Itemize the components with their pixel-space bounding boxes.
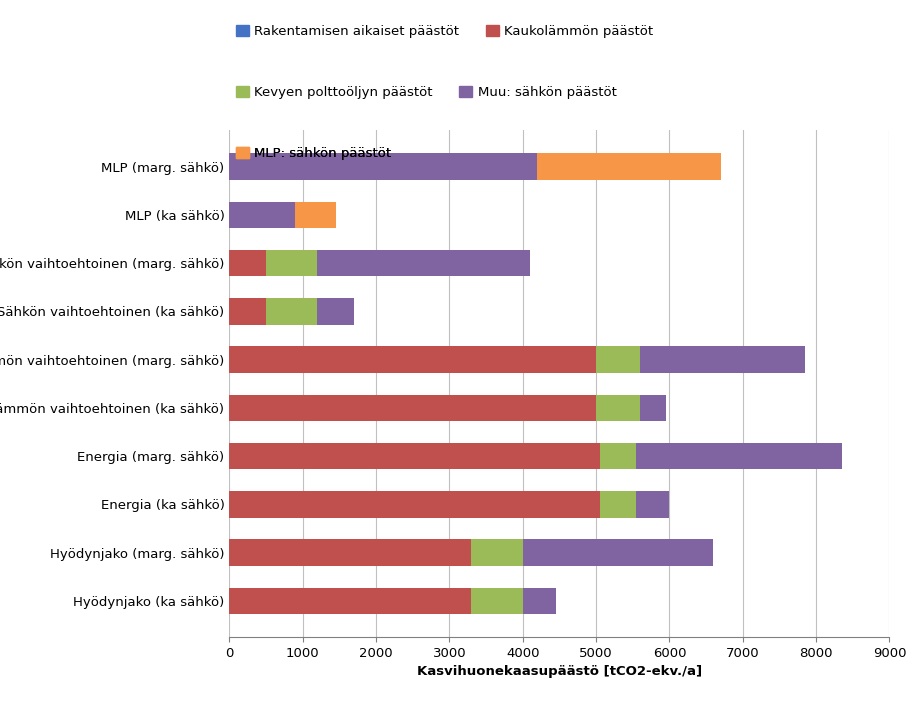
Bar	[636, 491, 669, 518]
Bar	[229, 298, 266, 324]
Bar	[317, 250, 530, 277]
Bar	[229, 250, 266, 277]
Bar	[600, 443, 636, 469]
Bar	[636, 443, 842, 469]
Bar	[229, 346, 596, 373]
Bar	[229, 491, 600, 518]
Bar	[537, 153, 721, 180]
Bar	[229, 443, 600, 469]
Bar	[229, 201, 295, 228]
Bar	[229, 153, 537, 180]
Bar	[596, 346, 640, 373]
X-axis label: Kasvihuonekaasupäästö [tCO2-ekv./a]: Kasvihuonekaasupäästö [tCO2-ekv./a]	[417, 665, 702, 678]
Bar	[295, 201, 336, 228]
Bar	[523, 539, 713, 566]
Bar	[640, 395, 666, 421]
Bar	[471, 588, 523, 614]
Bar	[471, 539, 523, 566]
Bar	[266, 298, 317, 324]
Legend: MLP: sähkön päästöt: MLP: sähkön päästöt	[236, 147, 392, 160]
Bar	[229, 539, 471, 566]
Bar	[523, 588, 556, 614]
Bar	[640, 346, 805, 373]
Bar	[229, 395, 596, 421]
Bar	[229, 588, 471, 614]
Bar	[317, 298, 354, 324]
Bar	[266, 250, 317, 277]
Bar	[600, 491, 636, 518]
Bar	[596, 395, 640, 421]
